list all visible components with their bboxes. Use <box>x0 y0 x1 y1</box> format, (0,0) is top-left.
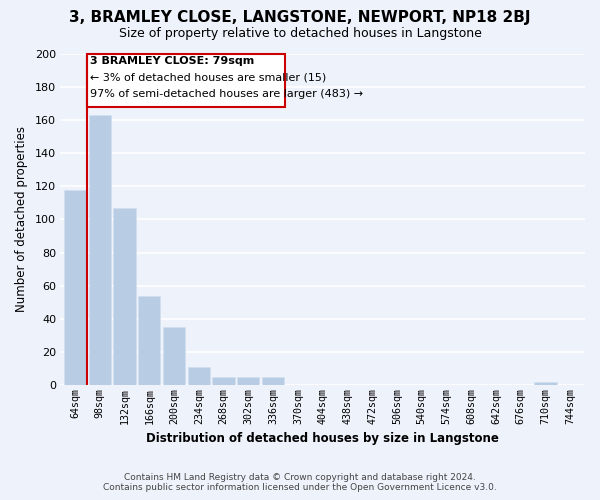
Bar <box>534 382 557 385</box>
Bar <box>89 115 111 385</box>
Bar <box>188 366 210 385</box>
Bar <box>212 376 235 385</box>
Y-axis label: Number of detached properties: Number of detached properties <box>15 126 28 312</box>
Bar <box>88 54 286 107</box>
Text: Contains HM Land Registry data © Crown copyright and database right 2024.
Contai: Contains HM Land Registry data © Crown c… <box>103 473 497 492</box>
Text: 3, BRAMLEY CLOSE, LANGSTONE, NEWPORT, NP18 2BJ: 3, BRAMLEY CLOSE, LANGSTONE, NEWPORT, NP… <box>69 10 531 25</box>
Text: ← 3% of detached houses are smaller (15): ← 3% of detached houses are smaller (15) <box>91 72 326 82</box>
Bar <box>138 296 160 385</box>
X-axis label: Distribution of detached houses by size in Langstone: Distribution of detached houses by size … <box>146 432 499 445</box>
Bar <box>64 190 86 385</box>
Text: 3 BRAMLEY CLOSE: 79sqm: 3 BRAMLEY CLOSE: 79sqm <box>91 56 254 66</box>
Bar <box>163 327 185 385</box>
Text: 97% of semi-detached houses are larger (483) →: 97% of semi-detached houses are larger (… <box>91 88 364 99</box>
Bar <box>237 376 259 385</box>
Bar <box>113 208 136 385</box>
Text: Size of property relative to detached houses in Langstone: Size of property relative to detached ho… <box>119 28 481 40</box>
Bar <box>262 376 284 385</box>
